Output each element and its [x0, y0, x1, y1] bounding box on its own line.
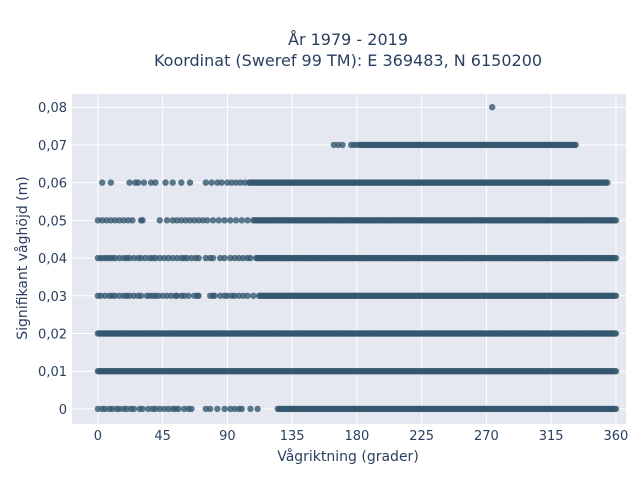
data-point	[175, 405, 182, 413]
x-tick-label: 0	[94, 429, 102, 444]
data-point	[244, 292, 251, 299]
data-point	[604, 179, 611, 186]
data-point	[211, 292, 218, 299]
data-point	[139, 405, 146, 413]
x-tick-label: 180	[345, 429, 370, 444]
y-tick-label: 0	[59, 403, 67, 418]
data-point	[218, 179, 225, 186]
data-point	[209, 254, 217, 262]
data-point	[250, 292, 257, 299]
x-tick-label: 225	[409, 429, 434, 444]
data-point	[238, 217, 245, 224]
data-point	[227, 217, 234, 224]
data-point	[247, 254, 254, 262]
data-point	[221, 217, 228, 224]
x-tick-label: 45	[154, 429, 171, 444]
y-tick-label: 0,01	[38, 365, 67, 380]
data-point	[215, 217, 222, 224]
data-point	[572, 141, 579, 149]
data-point	[169, 179, 176, 186]
y-tick-label: 0,04	[38, 252, 67, 267]
data-point	[195, 292, 202, 299]
data-point	[126, 179, 133, 186]
data-point	[204, 217, 211, 224]
data-point	[612, 368, 620, 375]
data-point	[163, 217, 171, 224]
y-axis-label: Signifikant våghöjd (m)	[14, 176, 31, 339]
data-point	[162, 179, 169, 186]
x-axis-label: Vågriktning (grader)	[277, 448, 419, 465]
data-point	[188, 405, 195, 413]
data-point	[129, 217, 136, 224]
y-tick-label: 0,06	[38, 177, 67, 192]
data-point	[208, 179, 215, 186]
chart-title-line1: År 1979 - 2019	[288, 30, 408, 49]
data-points	[94, 104, 620, 413]
data-point	[107, 179, 115, 186]
data-point	[195, 254, 202, 262]
data-point	[185, 292, 192, 299]
y-tick-label: 0,08	[38, 101, 67, 116]
data-point	[99, 179, 106, 186]
data-point	[339, 141, 346, 149]
data-point	[139, 217, 146, 224]
data-point-outlier	[488, 104, 496, 111]
data-point	[137, 292, 145, 299]
data-point	[134, 179, 142, 186]
data-point	[186, 179, 194, 186]
y-tick-label: 0,07	[38, 139, 67, 154]
data-point	[221, 254, 228, 262]
chart-title-line2: Koordinat (Sweref 99 TM): E 369483, N 61…	[154, 51, 542, 70]
data-point	[612, 330, 620, 337]
data-point	[247, 405, 254, 413]
data-point	[130, 405, 138, 413]
x-tick-label: 90	[219, 429, 236, 444]
data-point	[206, 405, 214, 413]
data-point	[612, 217, 620, 224]
data-point	[202, 179, 210, 186]
data-point	[612, 292, 620, 299]
y-tick-label: 0,05	[38, 214, 67, 229]
y-tick-label: 0,02	[38, 327, 67, 342]
data-point	[178, 179, 185, 186]
x-tick-label: 270	[474, 429, 499, 444]
data-point	[152, 179, 159, 186]
tick-labels: 0 45 90 135 180 225 270 315 360 0 0,01 0,02 0,03 0,04…	[38, 101, 628, 444]
data-point	[612, 254, 620, 262]
x-tick-label: 315	[539, 429, 564, 444]
data-point	[612, 405, 620, 413]
data-point	[244, 217, 251, 224]
x-tick-label: 135	[280, 429, 305, 444]
data-point	[232, 217, 240, 224]
y-tick-label: 0,03	[38, 290, 67, 305]
data-point	[254, 405, 261, 413]
data-point	[209, 217, 217, 224]
data-point	[214, 405, 221, 413]
data-point	[140, 179, 148, 186]
data-point	[221, 405, 228, 413]
data-point	[238, 405, 245, 413]
x-tick-label: 360	[604, 429, 629, 444]
data-point	[156, 217, 163, 224]
